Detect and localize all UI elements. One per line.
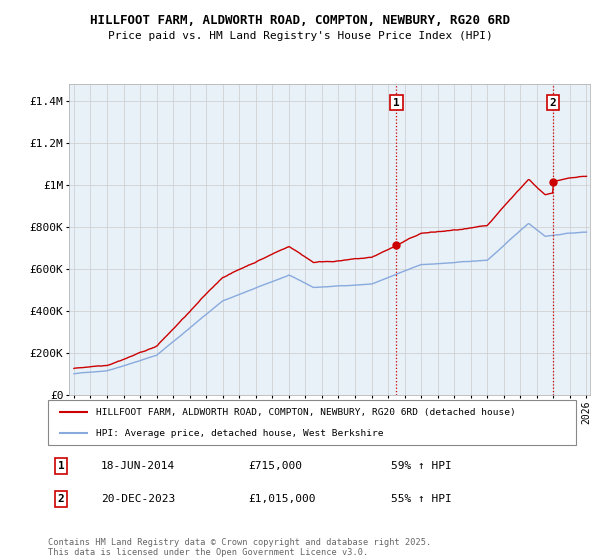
Text: 1: 1 (393, 97, 400, 108)
Text: Price paid vs. HM Land Registry's House Price Index (HPI): Price paid vs. HM Land Registry's House … (107, 31, 493, 41)
Text: HILLFOOT FARM, ALDWORTH ROAD, COMPTON, NEWBURY, RG20 6RD: HILLFOOT FARM, ALDWORTH ROAD, COMPTON, N… (90, 14, 510, 27)
Text: 55% ↑ HPI: 55% ↑ HPI (391, 494, 452, 504)
Text: £715,000: £715,000 (248, 461, 302, 472)
Text: 1: 1 (58, 461, 65, 472)
Text: 2: 2 (550, 97, 556, 108)
Text: HILLFOOT FARM, ALDWORTH ROAD, COMPTON, NEWBURY, RG20 6RD (detached house): HILLFOOT FARM, ALDWORTH ROAD, COMPTON, N… (95, 408, 515, 417)
Text: 59% ↑ HPI: 59% ↑ HPI (391, 461, 452, 472)
Text: £1,015,000: £1,015,000 (248, 494, 316, 504)
Text: HPI: Average price, detached house, West Berkshire: HPI: Average price, detached house, West… (95, 428, 383, 437)
Text: Contains HM Land Registry data © Crown copyright and database right 2025.
This d: Contains HM Land Registry data © Crown c… (48, 538, 431, 557)
Text: 2: 2 (58, 494, 65, 504)
Text: 18-JUN-2014: 18-JUN-2014 (101, 461, 175, 472)
Text: 20-DEC-2023: 20-DEC-2023 (101, 494, 175, 504)
